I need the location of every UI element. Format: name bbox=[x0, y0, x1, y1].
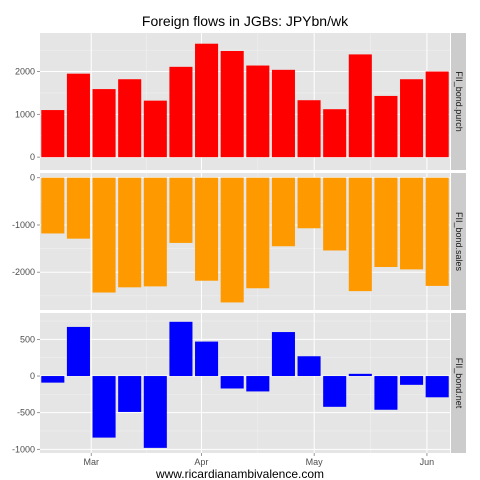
panel-fii-bond-net: 500 0 -500 -1000 FII_bond.net bbox=[12, 313, 466, 454]
bar bbox=[118, 177, 142, 288]
bar bbox=[271, 177, 295, 247]
y-tick-label: -500 bbox=[17, 408, 35, 418]
bar bbox=[220, 177, 244, 303]
bar bbox=[374, 376, 398, 410]
bar bbox=[374, 95, 398, 158]
bar bbox=[41, 376, 65, 383]
facet-strip-label: FII_bond.sales bbox=[454, 212, 464, 272]
bar bbox=[118, 79, 142, 158]
bar bbox=[143, 100, 167, 158]
bar bbox=[143, 177, 167, 287]
bar bbox=[195, 43, 219, 158]
y-tick-label: 1000 bbox=[15, 109, 35, 119]
bar bbox=[400, 376, 424, 385]
bar bbox=[92, 89, 116, 158]
bar bbox=[297, 177, 321, 229]
bar bbox=[169, 66, 193, 158]
facet-strip bbox=[451, 33, 466, 170]
bar bbox=[66, 177, 90, 239]
y-tick-label: -2000 bbox=[12, 267, 35, 277]
facet-strip-label: FII_bond.net bbox=[454, 358, 464, 409]
bar bbox=[425, 177, 449, 286]
bar bbox=[323, 177, 347, 251]
bar bbox=[118, 376, 142, 412]
x-tick-label: Mar bbox=[84, 457, 100, 467]
bar bbox=[297, 356, 321, 377]
panel-fii-bond-sales: 0 -1000 -2000 FII_bond.sales bbox=[12, 173, 466, 310]
bar bbox=[348, 373, 372, 377]
bar bbox=[400, 177, 424, 270]
bar bbox=[92, 177, 116, 293]
bar bbox=[348, 177, 372, 292]
y-tick-label: -1000 bbox=[12, 220, 35, 230]
bar bbox=[92, 376, 116, 438]
bar bbox=[195, 341, 219, 377]
y-tick-label: 0 bbox=[30, 173, 35, 183]
y-tick-label: 0 bbox=[30, 371, 35, 381]
bar bbox=[425, 376, 449, 398]
y-tick-label: -1000 bbox=[12, 444, 35, 454]
bar bbox=[374, 177, 398, 268]
panels: 0 1000 2000 FII_bond.purch 0 -1000 -2000 FII_bo… bbox=[12, 33, 466, 454]
bar bbox=[425, 71, 449, 158]
x-tick-label: May bbox=[306, 457, 324, 467]
bar bbox=[400, 79, 424, 158]
bar bbox=[246, 177, 270, 289]
bar bbox=[246, 376, 270, 392]
bar bbox=[348, 54, 372, 158]
bar bbox=[246, 65, 270, 158]
bar bbox=[143, 376, 167, 448]
y-tick-label: 2000 bbox=[15, 67, 35, 77]
y-tick-label: 0 bbox=[30, 152, 35, 162]
bar bbox=[323, 109, 347, 158]
bar bbox=[41, 177, 65, 234]
bar bbox=[195, 177, 219, 281]
bar bbox=[323, 376, 347, 407]
panel-fii-bond-purch: 0 1000 2000 FII_bond.purch bbox=[15, 33, 466, 170]
bar bbox=[220, 50, 244, 158]
x-tick-label: Apr bbox=[194, 457, 208, 467]
bar bbox=[41, 110, 65, 158]
bar bbox=[169, 321, 193, 377]
bar bbox=[271, 69, 295, 158]
bar bbox=[271, 332, 295, 377]
x-axis: Mar Apr May Jun bbox=[84, 453, 435, 467]
bar bbox=[66, 326, 90, 377]
bar bbox=[169, 177, 193, 243]
chart-title: Foreign flows in JGBs: JPYbn/wk bbox=[142, 13, 349, 29]
bar bbox=[220, 376, 244, 389]
facet-strip bbox=[451, 173, 466, 310]
x-tick-label: Jun bbox=[420, 457, 435, 467]
bar bbox=[297, 100, 321, 158]
facet-strip bbox=[451, 313, 466, 453]
bar bbox=[66, 73, 90, 158]
chart-caption: www.ricardianambivalence.com bbox=[155, 467, 324, 480]
y-tick-label: 500 bbox=[20, 334, 35, 344]
facet-strip-label: FII_bond.purch bbox=[454, 71, 464, 132]
